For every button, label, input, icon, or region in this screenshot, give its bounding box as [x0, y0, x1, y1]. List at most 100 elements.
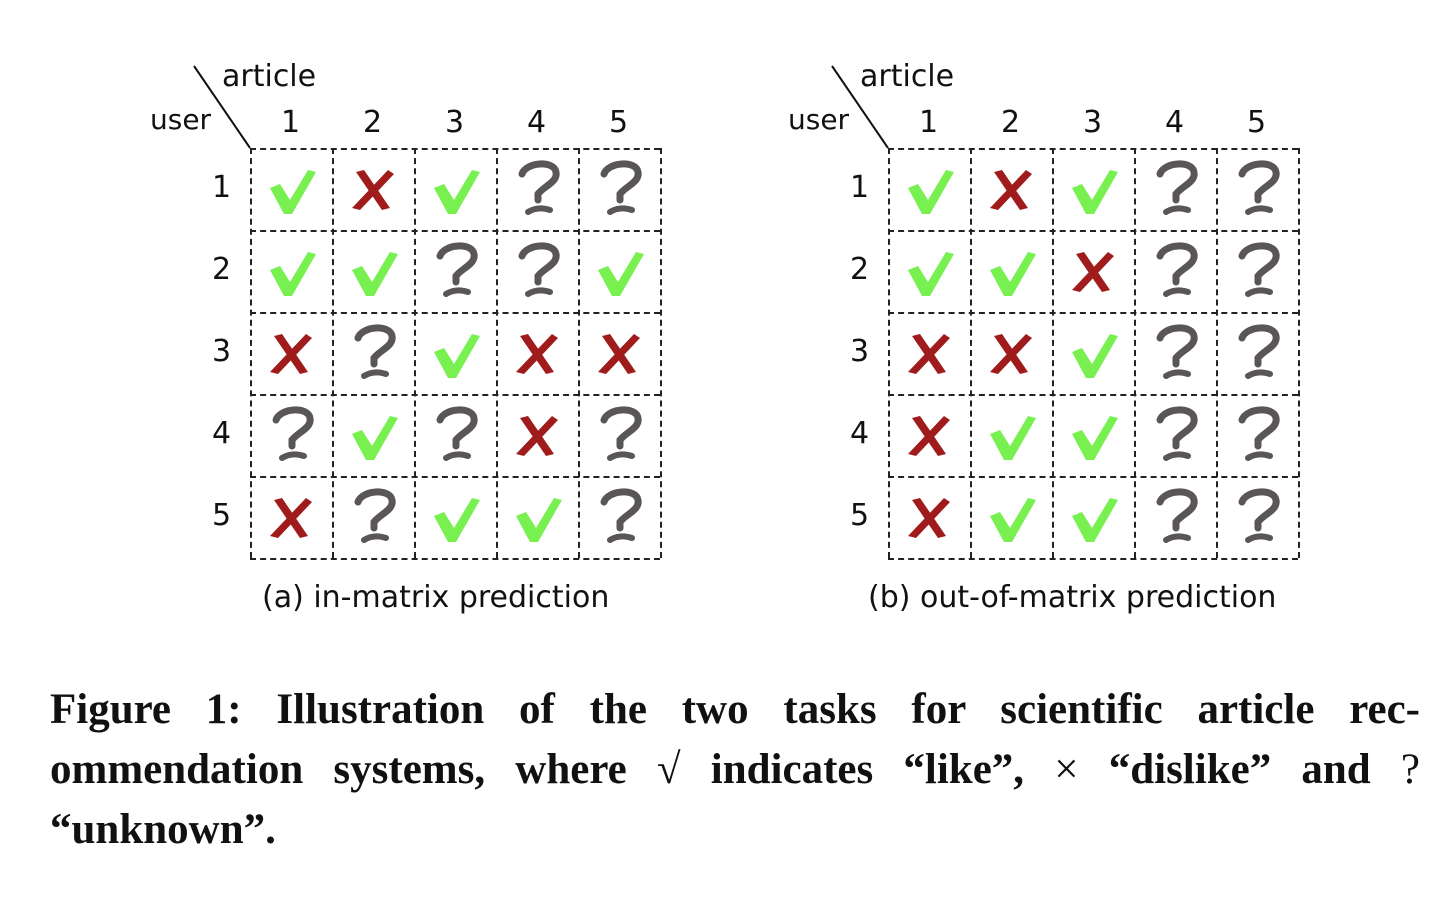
- cross-icon: [352, 170, 394, 210]
- matrix-cell: [250, 394, 332, 476]
- check-icon: [1072, 498, 1118, 542]
- column-label: 1: [919, 105, 939, 140]
- matrix-cell: [250, 230, 332, 312]
- matrix-cell: [414, 476, 496, 558]
- question-icon: [1238, 242, 1280, 297]
- caption-text-4: “unknown”.: [50, 806, 276, 853]
- check-icon: [1072, 170, 1118, 214]
- check-icon: [1072, 416, 1118, 460]
- cross-icon: [990, 334, 1032, 374]
- grid-line-vertical: [1216, 148, 1218, 558]
- row-label: 4: [212, 416, 232, 451]
- matrix-cell: [250, 148, 332, 230]
- grid-line-horizontal: [250, 558, 660, 560]
- check-icon: [990, 416, 1036, 460]
- grid-line-vertical: [250, 148, 252, 558]
- question-icon: [518, 160, 560, 215]
- check-icon: [908, 252, 954, 296]
- matrix-cell: [970, 394, 1052, 476]
- question-icon: [1156, 488, 1198, 543]
- grid-line-vertical: [660, 148, 662, 558]
- caption-like-symbol: √: [656, 746, 681, 793]
- matrix-cell: [332, 476, 414, 558]
- matrix-cell: [1134, 230, 1216, 312]
- row-label: 2: [850, 252, 870, 287]
- check-icon: [908, 170, 954, 214]
- matrix-cell: [496, 148, 578, 230]
- grid-line-vertical: [496, 148, 498, 558]
- question-icon: [600, 406, 642, 461]
- check-icon: [352, 416, 398, 460]
- question-icon: [1238, 488, 1280, 543]
- row-label: 5: [212, 498, 232, 533]
- matrix-cell: [888, 312, 970, 394]
- column-label: 4: [527, 105, 547, 140]
- row-label: 5: [850, 498, 870, 533]
- matrix-cell: [578, 312, 660, 394]
- check-icon: [1072, 334, 1118, 378]
- matrix-cell: [1134, 312, 1216, 394]
- check-icon: [352, 252, 398, 296]
- question-icon: [518, 242, 560, 297]
- column-label: 1: [281, 105, 301, 140]
- grid-line-vertical: [414, 148, 416, 558]
- matrix-cell: [1216, 230, 1298, 312]
- check-icon: [434, 334, 480, 378]
- grid-line-horizontal: [888, 476, 1298, 478]
- matrix-cell: [1216, 312, 1298, 394]
- grid-line-vertical: [970, 148, 972, 558]
- matrix-cell: [970, 148, 1052, 230]
- row-label: 3: [850, 334, 870, 369]
- row-header-user: user: [788, 103, 850, 136]
- matrix-cell: [888, 148, 970, 230]
- caption-unknown-symbol: ?: [1400, 746, 1421, 793]
- figure-caption: Figure 1: Illustration of the two tasks …: [50, 680, 1420, 860]
- matrix-cell: [414, 230, 496, 312]
- subfigure-caption: (a) in-matrix prediction: [262, 580, 610, 615]
- question-icon: [1156, 160, 1198, 215]
- matrix-cell: [1216, 476, 1298, 558]
- column-label: 2: [363, 105, 383, 140]
- matrix-cell: [332, 394, 414, 476]
- grid-line-horizontal: [888, 558, 1298, 560]
- matrix-cell: [970, 312, 1052, 394]
- row-label: 1: [212, 170, 232, 205]
- cross-icon: [908, 498, 950, 538]
- matrix-cell: [1052, 312, 1134, 394]
- question-icon: [1156, 324, 1198, 379]
- question-icon: [436, 406, 478, 461]
- grid-line-vertical: [1052, 148, 1054, 558]
- matrix-cell: [1052, 230, 1134, 312]
- cross-icon: [1072, 252, 1114, 292]
- check-icon: [990, 252, 1036, 296]
- check-icon: [434, 498, 480, 542]
- column-label: 4: [1165, 105, 1185, 140]
- matrix-cell: [414, 148, 496, 230]
- row-label: 2: [212, 252, 232, 287]
- matrix-cell: [1134, 148, 1216, 230]
- cross-icon: [598, 334, 640, 374]
- matrix-cell: [250, 312, 332, 394]
- question-icon: [436, 242, 478, 297]
- matrix-cell: [888, 476, 970, 558]
- matrix-cell: [578, 230, 660, 312]
- grid-line-horizontal: [250, 394, 660, 396]
- matrix-cell: [1052, 148, 1134, 230]
- question-icon: [354, 488, 396, 543]
- row-label: 3: [212, 334, 232, 369]
- subfigure-caption: (b) out-of-matrix prediction: [868, 580, 1277, 615]
- cross-icon: [516, 334, 558, 374]
- matrix-cell: [1052, 394, 1134, 476]
- grid-line-horizontal: [888, 148, 1298, 150]
- matrix-cell: [496, 476, 578, 558]
- row-label: 1: [850, 170, 870, 205]
- check-icon: [434, 170, 480, 214]
- matrix-cell: [578, 148, 660, 230]
- matrix-cell: [496, 312, 578, 394]
- grid-line-horizontal: [888, 230, 1298, 232]
- question-icon: [1238, 406, 1280, 461]
- caption-text-3: “dislike” and: [1078, 746, 1401, 793]
- matrix-cell: [1134, 476, 1216, 558]
- column-label: 5: [609, 105, 629, 140]
- question-icon: [354, 324, 396, 379]
